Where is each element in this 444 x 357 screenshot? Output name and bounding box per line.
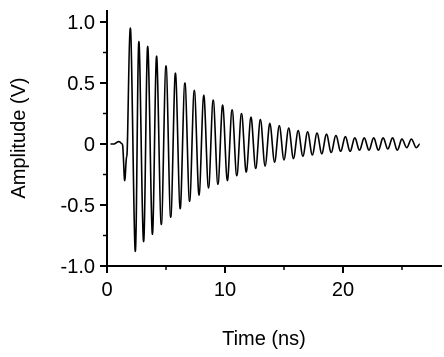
x-tick-label: 10 (214, 279, 236, 301)
tick-labels: 0 10 20 1.0 0.5 0 -0.5 -1.0 (61, 12, 355, 301)
x-axis-label: Time (ns) (222, 328, 306, 350)
y-tick-label: 1.0 (67, 12, 95, 34)
y-tick-label: 0.5 (67, 73, 95, 95)
ticks (100, 21, 403, 273)
y-tick-label: -1.0 (61, 256, 95, 278)
series-line (110, 27, 421, 253)
y-tick-label: -0.5 (61, 195, 95, 217)
x-tick-label: 0 (101, 279, 112, 301)
x-tick-label: 20 (332, 279, 354, 301)
y-axis-label: Amplitude (V) (8, 77, 30, 198)
y-tick-label: 0 (84, 134, 95, 156)
